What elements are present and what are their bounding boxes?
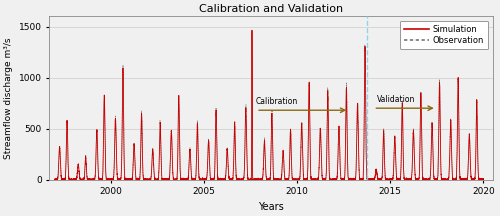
X-axis label: Years: Years [258, 202, 284, 212]
Legend: Simulation, Observation: Simulation, Observation [400, 21, 488, 49]
Text: Calibration: Calibration [256, 97, 298, 106]
Text: Validation: Validation [377, 95, 416, 104]
Y-axis label: Streamflow discharge m³/s: Streamflow discharge m³/s [4, 37, 13, 159]
Title: Calibration and Validation: Calibration and Validation [199, 4, 343, 14]
